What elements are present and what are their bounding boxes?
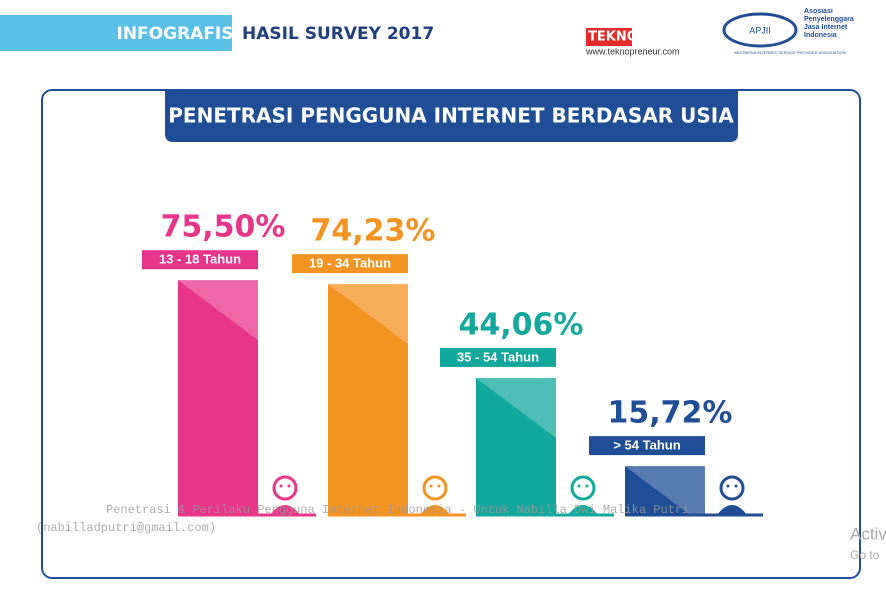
icon-eye (279, 484, 283, 488)
chart-title: PENETRASI PENGGUNA INTERNET BERDASAR USI… (168, 104, 734, 128)
icon-eye (287, 484, 291, 488)
category-label: 19 - 34 Tahun (309, 256, 391, 271)
icon-body (270, 505, 300, 515)
icon-face (422, 475, 448, 501)
assoc-sub: INDONESIA INTERNET SERVICE PROVIDER ASSO… (734, 50, 845, 55)
bar-shade (328, 284, 408, 345)
bar (178, 280, 258, 515)
bar (625, 466, 705, 515)
icon-body (420, 505, 450, 515)
icon-eye (577, 484, 581, 488)
icon-face (570, 475, 596, 501)
assoc-logo: APJII (749, 25, 771, 35)
value-label: 44,06% (459, 307, 584, 342)
icon-face (719, 475, 745, 501)
category-label: > 54 Tahun (613, 438, 680, 453)
category-label: 35 - 54 Tahun (457, 349, 539, 364)
assoc-name-box: Asosiasi Penyelenggara Jasa Internet Ind… (804, 8, 854, 39)
icon-body (568, 505, 598, 515)
tag-band (0, 15, 232, 51)
category-box (142, 250, 258, 270)
tag: INFOGRAFIS (117, 24, 234, 44)
value-label: 74,23% (311, 214, 436, 249)
category-box (440, 347, 556, 367)
value-label: 15,72% (608, 396, 733, 431)
watermark: Penetrasi & Perilaku Pengguna Internet I… (106, 503, 689, 517)
header-title: HASIL SURVEY 2017 (242, 24, 434, 44)
icon-body (717, 505, 747, 515)
category-label: 13 - 18 Tahun (159, 252, 241, 267)
icon-eye (585, 484, 589, 488)
bars: 13 - 18 Tahun 75,50% 19 - 34 Tahun 74,23% 35… (142, 210, 763, 527)
brand-url: www.teknopreneur.com (585, 46, 680, 56)
bar (476, 377, 556, 515)
bar-shade (476, 377, 556, 438)
category-box (292, 254, 408, 274)
watermark: (nabilladputri@gmail.com) (36, 521, 216, 535)
os-notice: Go to (850, 548, 880, 562)
bar (328, 284, 408, 515)
icon-eye (429, 484, 433, 488)
title-banner (165, 90, 738, 142)
icon-eye (734, 484, 738, 488)
icon-eye (437, 484, 441, 488)
brand: TEKNOPRENEUR (588, 30, 707, 45)
brand-box (586, 28, 632, 46)
os-notice: Activ (850, 524, 886, 543)
assoc-name: Asosiasi Penyelenggara Jasa Internet Ind… (804, 8, 854, 39)
assoc-ring (722, 12, 798, 48)
category-box (589, 436, 705, 456)
bar-shade (178, 280, 258, 341)
icon-face (272, 475, 298, 501)
icon-eye (726, 484, 730, 488)
value-label: 75,50% (161, 210, 286, 245)
bar-shade (625, 466, 705, 527)
